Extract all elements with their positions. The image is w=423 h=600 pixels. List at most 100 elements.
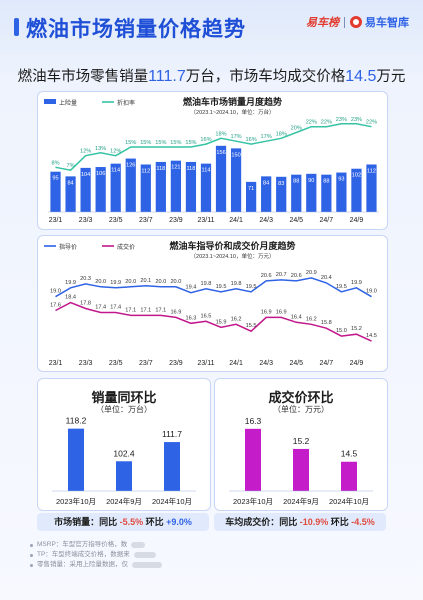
msrp-label: 20.6 [261, 273, 272, 279]
msrp-label: 19.9 [65, 280, 76, 286]
sales-bar-label: 88 [293, 179, 299, 185]
msrp-label: 19.9 [351, 280, 362, 286]
tp-label: 16.2 [306, 316, 317, 322]
msrp-label: 19.5 [336, 284, 347, 290]
msrp-label: 20.0 [125, 279, 136, 285]
discount-label: 8% [51, 160, 59, 166]
tp-label: 15.0 [336, 328, 347, 334]
price-compare-chart: 16.3 2023年10月 15.2 2024年9月 14.5 2024年10月 [229, 416, 373, 506]
footnote-item: MSRP：车型官方指导价格，数 [30, 540, 162, 550]
msrp-label: 19.0 [50, 289, 61, 295]
compare-bar [341, 461, 357, 491]
chart-subtitle: （2023.1~2024.10，单位：万台） [191, 108, 275, 116]
sales-bar [95, 167, 106, 212]
compare-bar [68, 428, 84, 491]
tp-label: 17.1 [125, 307, 136, 313]
x-tick-label: 23/1 [49, 360, 63, 367]
sales-compare-card: 销量同环比 （单位：万台） 118.2 2023年10月 102.4 2024年9月 1… [37, 378, 211, 511]
sales-bar [140, 164, 151, 212]
tp-label: 17.6 [50, 302, 61, 308]
tp-label: 17.1 [140, 307, 151, 313]
sales-bar [336, 172, 347, 212]
tp-label: 16.9 [276, 309, 287, 315]
sales-bar-label: 112 [367, 168, 376, 174]
sales-bar-label: 114 [202, 168, 211, 174]
discount-label: 23% [336, 117, 347, 123]
tp-label: 17.4 [95, 304, 106, 310]
sales-bar-label: 102 [352, 173, 361, 179]
compare-bar [116, 461, 132, 491]
redacted-text [131, 542, 146, 548]
chart-title: 燃油车市场销量月度趋势 [183, 96, 282, 107]
sales-bar-label: 114 [111, 168, 120, 174]
redacted-text [132, 562, 162, 568]
footnote-item: 零售销量：采用上险量数据，仅 [30, 560, 162, 570]
x-tick-label: 24/3 [259, 217, 273, 224]
sales-bar [291, 174, 302, 212]
x-tick-label: 23/11 [197, 217, 214, 224]
discount-line [55, 123, 372, 172]
headline-prefix: 燃油车市场零售销量 [17, 69, 149, 85]
sales-bar [50, 171, 61, 212]
sales-mom-value: +9.0% [166, 517, 192, 527]
x-tick-label: 24/5 [289, 217, 303, 224]
sales-summary-bar: 市场销量：同比 -5.5% 环比 +9.0% [37, 513, 209, 531]
summary-headline: 燃油车市场零售销量111.7万台，市场车均成交价格14.5万元 [0, 65, 423, 86]
price-summary-label: 车均成交价：同比 [225, 517, 298, 527]
sales-bar-label: 71 [248, 186, 254, 192]
msrp-label: 19.0 [366, 289, 377, 295]
sales-compare-unit: （单位：万台） [96, 405, 152, 414]
sales-trend-chart: 上险量 折扣率 燃油车市场销量月度趋势（2023.1~2024.10，单位：万台） 9… [44, 96, 379, 224]
sales-summary-label: 市场销量：同比 [54, 517, 118, 527]
sales-bar-label: 104 [81, 172, 90, 178]
sales-bar-label: 112 [141, 168, 150, 174]
compare-value-label: 16.3 [245, 416, 262, 426]
x-tick-label: 24/7 [320, 217, 334, 224]
title-accent-bar [14, 18, 19, 36]
headline-suffix: 万元 [376, 69, 406, 85]
sales-bar-label: 95 [52, 176, 58, 182]
tp-label: 18.4 [65, 295, 76, 301]
msrp-label: 19.8 [201, 281, 212, 287]
legend-discount-label: 折扣率 [117, 99, 135, 107]
legend-sales-label: 上险量 [59, 99, 77, 107]
discount-label: 17% [261, 134, 272, 140]
footnotes: MSRP：车型官方指导价格，数 TP：车型终端成交价格，数据来 零售销量：采用上… [30, 540, 162, 570]
discount-label: 22% [306, 120, 317, 126]
msrp-label: 20.6 [291, 273, 302, 279]
msrp-label: 20.4 [321, 275, 332, 281]
discount-label: 22% [366, 120, 377, 126]
sales-compare-title: 销量同环比 [91, 390, 157, 405]
headline-mid: 万台，市场车均成交价格 [185, 69, 346, 85]
sales-bar [110, 163, 121, 212]
x-tick-label: 23/7 [139, 217, 153, 224]
legend-sales-swatch [44, 99, 56, 104]
msrp-label: 20.0 [155, 279, 166, 285]
price-compare-title: 成交价环比 [268, 390, 334, 405]
sales-trend-card: 上险量 折扣率 燃油车市场销量月度趋势 （2023.1~2024.10，单位：万台） 9… [37, 91, 388, 230]
tp-label: 14.5 [366, 333, 377, 339]
footnote-text: MSRP：车型官方指导价格，数 [37, 541, 128, 548]
price-summary-mid: 环比 [330, 517, 349, 527]
discount-label: 17% [230, 134, 241, 140]
tp-label: 16.5 [201, 313, 212, 319]
sales-bar-label: 90 [308, 178, 314, 184]
msrp-label: 19.5 [246, 284, 257, 290]
discount-label: 15% [125, 140, 136, 146]
compare-category-label: 2024年9月 [283, 496, 319, 506]
tp-label: 15.8 [321, 320, 332, 326]
sales-bar-label: 150 [231, 152, 240, 158]
compare-value-label: 111.7 [162, 429, 182, 439]
compare-bar [293, 448, 309, 491]
legend-msrp-label: 指导价 [59, 243, 77, 251]
tp-label: 16.3 [185, 315, 196, 321]
sales-bar [306, 173, 317, 212]
header: 燃油市场销量价格趋势 易车榜 易车智库 [0, 0, 423, 58]
brand-yiche-bang: 易车榜 [306, 17, 339, 29]
sales-bar-label: 156 [216, 150, 225, 156]
sales-bar-label: 83 [278, 181, 284, 187]
x-tick-label: 23/1 [49, 217, 63, 224]
tp-label: 16.9 [170, 309, 181, 315]
x-tick-label: 23/7 [139, 360, 153, 367]
discount-label: 15% [170, 140, 181, 146]
